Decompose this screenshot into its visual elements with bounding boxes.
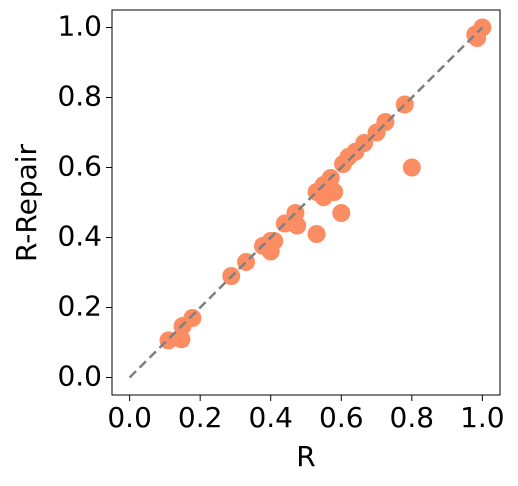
scatter-point <box>288 216 307 235</box>
plot-frame <box>111 9 501 396</box>
scatter-point <box>402 158 421 177</box>
y-axis-label: R-Repair <box>10 143 43 262</box>
scatter-point <box>172 330 191 349</box>
y-tick-label: 0.4 <box>57 220 102 253</box>
reference-line <box>128 26 484 379</box>
scatter-point <box>265 232 284 250</box>
x-tick-label: 0.4 <box>248 401 293 434</box>
y-tick-label: 0.2 <box>57 290 102 323</box>
x-axis-label: R <box>296 440 315 473</box>
x-tick-label: 0.6 <box>319 401 364 434</box>
y-tick-label: 0.0 <box>57 360 102 393</box>
scatter-point <box>332 204 351 222</box>
scatter-point <box>183 309 202 327</box>
x-tick-label: 0.2 <box>178 401 223 434</box>
y-tick-label: 0.6 <box>57 150 102 183</box>
scatter-point <box>307 225 326 243</box>
y-tick-label: 1.0 <box>57 10 102 43</box>
x-tick-label: 0.8 <box>390 401 435 434</box>
y-tick-label: 0.8 <box>57 80 102 113</box>
x-tick-label: 0.0 <box>107 401 152 434</box>
x-tick-label: 1.0 <box>460 401 505 434</box>
scatter-point <box>325 183 344 201</box>
